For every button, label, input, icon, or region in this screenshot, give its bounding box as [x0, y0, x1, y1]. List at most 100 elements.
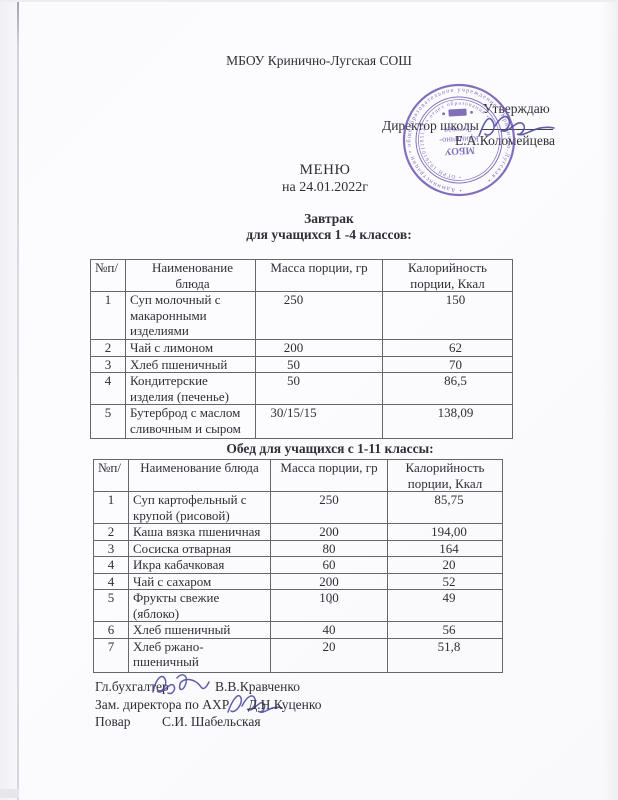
calories-cell: 150 — [382, 291, 513, 340]
calories-cell: 86,5 — [382, 372, 513, 405]
mass-cell: 40 — [270, 621, 388, 639]
col-calories: Калорийность порции, Ккал — [387, 459, 503, 492]
menu-date: на 24.01.2022г — [282, 180, 368, 195]
lunch-table: №п/ Наименование блюда Масса порции, гр … — [93, 459, 503, 673]
dish-name-cell: Хлеб пшеничный — [125, 355, 256, 373]
mass-cell: 200 — [270, 523, 388, 541]
breakfast-table: №п/ Наименование блюда Масса порции, гр … — [90, 259, 513, 439]
table-row: 7 Хлеб ржано-пшеничный 20 51,8 — [93, 637, 503, 673]
calories-cell: 164 — [387, 539, 503, 557]
official-stamp: • Администрации • общеобразовательное уч… — [403, 84, 516, 197]
mass-cell: 80 — [270, 539, 388, 557]
stamp-center-line2: Кринично- — [439, 134, 479, 146]
mass-cell: 60 — [270, 556, 388, 574]
table-header-row: №п/ Наименование блюда Масса порции, гр … — [90, 259, 513, 292]
row-num-cell: 4 — [93, 572, 129, 590]
scan-top-edge — [0, 0, 618, 2]
row-num-cell: 3 — [93, 539, 129, 557]
dish-name-cell: Суп картофельный с крупой (рисовой) — [128, 491, 271, 524]
row-num-cell: 7 — [93, 637, 129, 673]
signer-name: С.И. Шабельская — [162, 714, 261, 729]
calories-cell: 62 — [382, 339, 513, 357]
table-row: 4 Чай с сахаром 200 52 — [93, 572, 503, 590]
row-num-cell: 4 — [93, 556, 129, 574]
mass-cell: 250 — [270, 491, 388, 524]
school-name: МБОУ Кринично-Лугская СОШ — [226, 53, 412, 68]
dish-name-cell: Чай с лимоном — [125, 339, 256, 357]
signer-name: Д.Н.Куценко — [248, 697, 322, 712]
col-dish-name: Наименование блюда — [125, 259, 256, 292]
stamp-center-line3: Лугская — [444, 124, 473, 135]
table-row: 1 Суп картофельный с крупой (рисовой) 25… — [93, 491, 503, 524]
stamp-center-line1: МБОУ — [443, 144, 475, 157]
table-row: 5 Бутерброд с маслом сливочным и сыром 3… — [90, 404, 513, 439]
calories-cell: 52 — [387, 572, 503, 590]
row-num-cell: 4 — [90, 372, 126, 405]
dish-name-cell: Хлеб пшеничный — [128, 621, 271, 639]
table-row: 2 Каша вязка пшеничная 200 194,00 — [93, 523, 503, 541]
lunch-title: Обед для учащихся с 1-11 классы: — [226, 441, 434, 456]
mass-cell: 50 — [255, 355, 383, 373]
signer-name: В.В.Кравченко — [215, 679, 300, 694]
scan-corner-smudge — [0, 789, 19, 798]
mass-cell: 250 — [255, 291, 383, 340]
row-num-cell: 1 — [93, 491, 129, 524]
mass-cell: 200 — [270, 572, 388, 590]
calories-cell: 194,00 — [387, 523, 503, 541]
signer-role: Зам. директора по АХР — [95, 697, 230, 712]
signature-row: Зам. директора по АХР Д.Н.Куценко — [95, 694, 525, 715]
dish-name-cell: Кондитерские изделия (печенье) — [125, 372, 256, 405]
dish-name-cell: Каша вязка пшеничная — [128, 523, 271, 541]
table-row: 5 Фрукты свежие (яблоко) 100 49 — [93, 589, 503, 622]
signer-role: Гл.бухгалтер — [95, 679, 169, 694]
col-dish-name: Наименование блюда — [128, 459, 271, 492]
calories-cell: 70 — [382, 355, 513, 373]
mass-cell: 30/15/15 — [255, 404, 383, 439]
scan-left-edge-line — [17, 0, 19, 800]
signature-row: Повар С.И. Шабельская — [95, 714, 525, 732]
row-num-cell: 6 — [93, 621, 129, 639]
dish-name-cell: Икра кабачковая — [128, 556, 271, 574]
table-row: 3 Хлеб пшеничный 50 70 — [90, 355, 513, 373]
mass-cell: 20 — [270, 637, 388, 673]
breakfast-subheading: для учащихся 1 -4 классов: — [246, 227, 412, 242]
col-calories: Калорийность порции, Ккал — [382, 259, 513, 292]
row-num-cell: 5 — [90, 404, 126, 439]
dish-name-cell: Сосиска отварная — [128, 539, 271, 557]
table-header-row: №п/ Наименование блюда Масса порции, гр … — [93, 459, 503, 492]
row-num-cell: 2 — [93, 523, 129, 541]
row-num-cell: 2 — [90, 339, 126, 357]
col-number: №п/ — [90, 259, 126, 292]
signature-row: Гл.бухгалтер В.В.Кравченко — [95, 674, 525, 697]
approve-label: Утверждаю — [483, 101, 550, 116]
calories-cell: 56 — [387, 621, 503, 639]
breakfast-heading: Завтрак — [304, 211, 354, 226]
dish-name-cell: Бутерброд с маслом сливочным и сыром — [125, 404, 256, 439]
table-row: 4 Икра кабачковая 60 20 — [93, 556, 503, 574]
row-num-cell: 1 — [90, 291, 126, 340]
col-mass: Масса порции, гр — [255, 259, 383, 292]
mass-cell: 100 — [270, 589, 388, 622]
table-row: 2 Чай с лимоном 200 62 — [90, 339, 513, 357]
menu-title: МЕНЮ — [299, 162, 351, 178]
scan-right-edge — [602, 0, 618, 800]
mass-cell: 50 — [255, 372, 383, 405]
col-mass: Масса порции, гр — [270, 459, 388, 492]
dish-name-cell: Хлеб ржано-пшеничный — [128, 637, 271, 673]
calories-cell: 20 — [387, 556, 503, 574]
col-number: №п/ — [93, 459, 129, 492]
scan-artifact-dot — [329, 600, 332, 604]
signer-role: Повар — [95, 714, 131, 729]
scan-left-edge — [0, 0, 17, 800]
row-num-cell: 5 — [93, 589, 129, 622]
calories-cell: 138,09 — [382, 404, 513, 439]
table-row: 3 Сосиска отварная 80 164 — [93, 539, 503, 557]
dish-name-cell: Чай с сахаром — [128, 572, 271, 590]
row-num-cell: 3 — [90, 355, 126, 373]
table-row: 4 Кондитерские изделия (печенье) 50 86,5 — [90, 372, 513, 405]
table-row: 1 Суп молочный с макаронными изделиями 2… — [90, 291, 513, 340]
dish-name-cell: Фрукты свежие (яблоко) — [128, 589, 271, 622]
dish-name-cell: Суп молочный с макаронными изделиями — [125, 291, 256, 340]
calories-cell: 51,8 — [387, 637, 503, 673]
